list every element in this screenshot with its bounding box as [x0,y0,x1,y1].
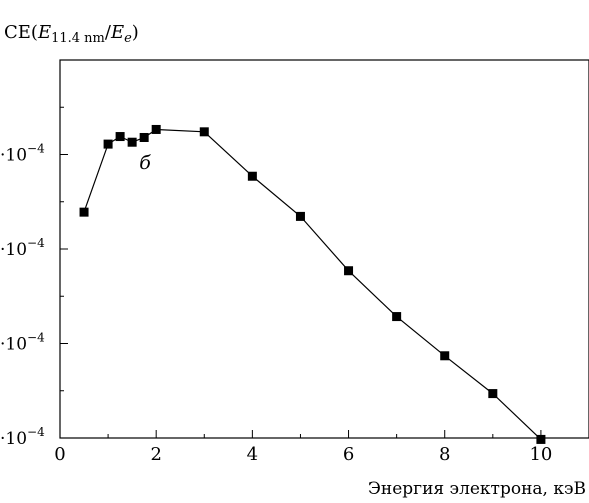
x-tick-label: 4 [247,444,258,465]
y-tick-label: ·10−4 [0,236,45,260]
series-line [84,130,541,440]
x-axis-label: Энергия электрона, кэВ [368,479,586,499]
x-tick-label: 8 [439,444,450,465]
data-point [392,312,401,321]
y-tick-label: ·10−4 [0,331,45,355]
data-point [200,127,209,136]
y-tick-label: ·10−4 [0,425,45,449]
data-point [440,351,449,360]
data-point [140,133,149,142]
data-point [536,435,545,444]
y-tick-label: ·10−4 [0,142,45,166]
panel-annotation: б [139,152,151,174]
data-point [296,212,305,221]
data-point [128,138,137,147]
data-point [344,266,353,275]
data-point [80,208,89,217]
y-axis-label: CE(E11.4 nm/Ee) [4,22,139,46]
data-point [152,125,161,134]
data-point [248,172,257,181]
plot-frame [60,60,589,438]
x-tick-label: 6 [343,444,354,465]
data-point [104,140,113,149]
x-tick-label: 0 [54,444,65,465]
x-tick-label: 10 [529,444,552,465]
x-tick-label: 2 [150,444,161,465]
data-point [488,389,497,398]
data-point [116,132,125,141]
